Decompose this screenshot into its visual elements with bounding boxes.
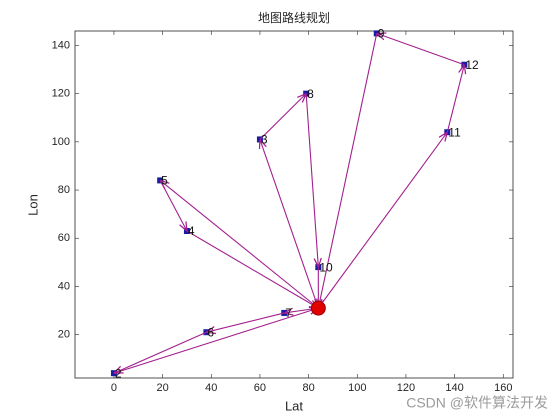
watermark: CSDN @软件算法开发: [406, 395, 548, 411]
node-label: 5: [161, 174, 168, 188]
start-node: [310, 300, 326, 316]
node-label: 3: [261, 133, 268, 147]
x-axis-label: Lat: [285, 398, 303, 413]
node-label: 9: [378, 27, 385, 41]
y-tick-label: 60: [58, 232, 70, 244]
route-segment: [160, 180, 319, 309]
x-tick-label: 20: [156, 382, 168, 394]
chart-title: 地图路线规划: [258, 10, 330, 25]
x-tick-label: 0: [111, 382, 117, 394]
x-tick-label: 120: [397, 382, 415, 394]
route-segment: [259, 94, 306, 140]
node-label: 2: [115, 366, 122, 380]
y-tick-label: 20: [58, 329, 70, 341]
node-label: 7: [285, 306, 292, 320]
route-segment: [317, 132, 447, 309]
x-tick-label: 60: [254, 382, 266, 394]
route-segment: [186, 230, 318, 308]
y-tick-label: 80: [58, 184, 70, 196]
route-segment: [446, 65, 464, 133]
y-tick-label: 140: [52, 39, 70, 51]
node-label: 12: [465, 58, 479, 72]
y-axis-label: Lon: [25, 194, 40, 216]
x-tick-label: 80: [302, 382, 314, 394]
node-label: 6: [207, 325, 214, 339]
plot-area: [74, 30, 514, 379]
node-label: 8: [307, 87, 314, 101]
route-segment: [206, 312, 285, 332]
route-segment: [377, 33, 465, 66]
node-label: 4: [188, 224, 195, 238]
y-tick-label: 100: [52, 136, 70, 148]
node-label: 11: [448, 125, 461, 139]
route-segment: [114, 331, 207, 373]
route-segment: [318, 33, 378, 308]
route-segment: [305, 93, 318, 268]
x-tick-label: 40: [205, 382, 217, 394]
route-segment: [113, 308, 318, 374]
node-label: 10: [319, 260, 333, 274]
y-tick-label: 120: [52, 88, 70, 100]
route-segment: [159, 180, 187, 231]
x-tick-label: 100: [348, 382, 366, 394]
x-tick-label: 160: [494, 382, 512, 394]
y-tick-label: 40: [58, 280, 70, 292]
route-segment: [260, 139, 319, 309]
x-tick-label: 140: [445, 382, 463, 394]
